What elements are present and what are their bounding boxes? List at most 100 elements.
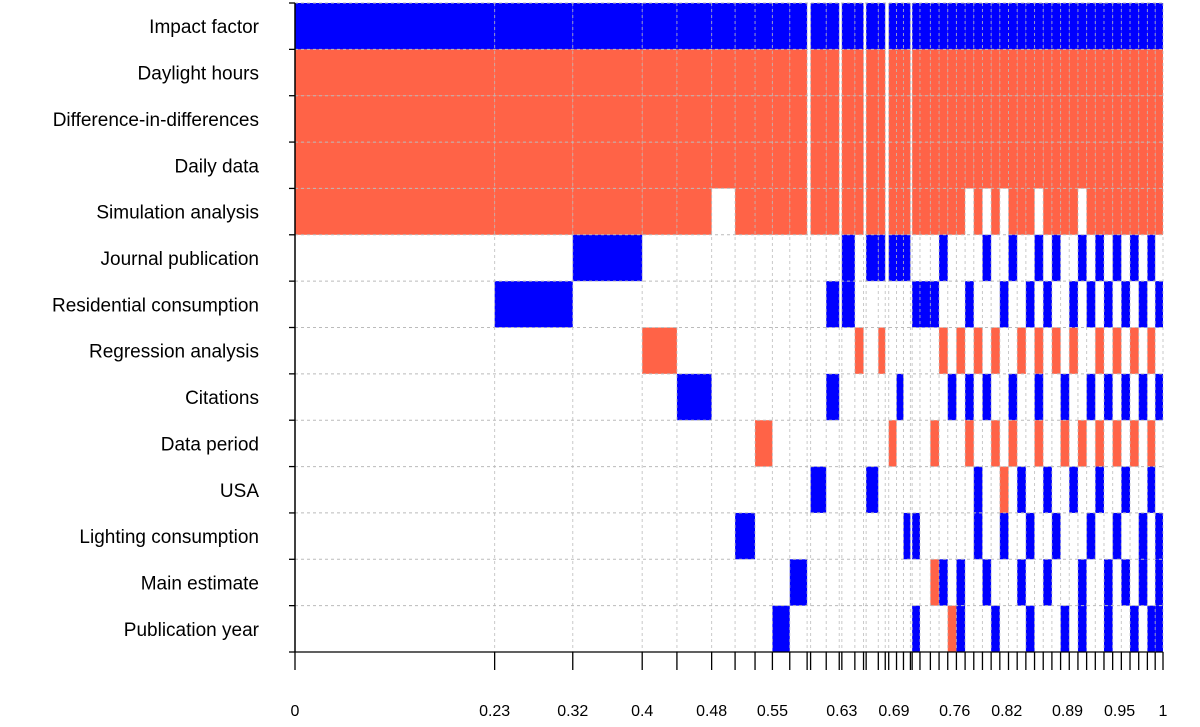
cell-model-46-daily-data	[1147, 142, 1156, 189]
cell-model-12-journal-publication	[841, 234, 855, 282]
cell-model-29-daylight-hours	[999, 49, 1009, 96]
cell-model-32-daylight-hours	[1025, 49, 1035, 96]
cell-model-32-impact-factor	[1025, 3, 1035, 50]
cell-model-43-daily-data	[1121, 142, 1131, 189]
cell-model-5-daylight-hours	[711, 49, 736, 96]
cell-model-23-impact-factor	[947, 3, 957, 50]
cell-model-42-journal-publication	[1112, 234, 1122, 282]
cell-model-33-journal-publication	[1034, 234, 1044, 282]
cell-model-26-simulation-analysis	[973, 188, 983, 235]
cell-model-35-journal-publication	[1051, 234, 1061, 282]
cell-model-46-impact-factor	[1147, 3, 1156, 50]
x-tick-label: 0.95	[1104, 703, 1135, 720]
cell-model-24-difference-in-differences	[956, 95, 966, 143]
cell-model-11-simulation-analysis	[826, 188, 840, 235]
cell-model-37-impact-factor	[1069, 3, 1078, 50]
cell-model-22-main-estimate	[939, 559, 948, 606]
cell-model-20-difference-in-differences	[919, 95, 931, 143]
cell-model-13-difference-in-differences	[854, 95, 864, 143]
cell-model-20-residential-consumption	[919, 281, 931, 328]
cell-model-37-regression-analysis	[1069, 327, 1078, 374]
cell-model-39-daily-data	[1086, 142, 1096, 189]
cell-model-33-impact-factor	[1034, 3, 1044, 50]
cell-model-19-difference-in-differences	[912, 95, 920, 143]
cell-model-15-daylight-hours	[878, 49, 886, 96]
cell-model-27-main-estimate	[982, 559, 992, 606]
cell-model-41-difference-in-differences	[1103, 95, 1113, 143]
cell-model-43-daylight-hours	[1121, 49, 1131, 96]
cell-model-37-usa	[1069, 466, 1078, 513]
cell-model-40-impact-factor	[1095, 3, 1104, 50]
row-labels: Impact factor Daylight hours Difference-in…	[52, 17, 260, 641]
cell-model-7-simulation-analysis	[755, 188, 773, 235]
cell-model-45-citations	[1138, 373, 1148, 421]
cell-model-2-impact-factor	[572, 3, 643, 50]
cell-model-21-impact-factor	[930, 3, 940, 50]
cell-model-15-daily-data	[878, 142, 886, 189]
cell-model-24-impact-factor	[956, 3, 966, 50]
cell-model-7-daylight-hours	[755, 49, 773, 96]
cell-model-17-daylight-hours	[896, 49, 904, 96]
cell-model-0-daily-data	[295, 142, 495, 189]
x-tick-label: 0.55	[757, 703, 788, 720]
cell-model-14-journal-publication	[866, 234, 879, 282]
cell-model-46-regression-analysis	[1147, 327, 1156, 374]
cell-model-1-simulation-analysis	[494, 188, 573, 235]
cell-model-10-daylight-hours	[810, 49, 827, 96]
cell-model-45-main-estimate	[1138, 559, 1148, 606]
cell-model-23-simulation-analysis	[947, 188, 957, 235]
cell-model-13-impact-factor	[854, 3, 864, 50]
cell-model-3-daylight-hours	[642, 49, 677, 96]
cell-model-16-data-period	[888, 420, 897, 467]
cell-model-9-difference-in-differences	[789, 95, 808, 143]
cell-model-29-usa	[999, 466, 1009, 513]
row-label-citations: Citations	[185, 388, 259, 409]
cell-model-29-difference-in-differences	[999, 95, 1009, 143]
cell-model-26-daylight-hours	[973, 49, 983, 96]
cell-model-8-publication-year	[772, 605, 790, 652]
row-label-daylight-hours: Daylight hours	[138, 64, 259, 85]
cell-model-23-difference-in-differences	[947, 95, 957, 143]
cell-model-24-regression-analysis	[956, 327, 966, 374]
cell-model-1-daylight-hours	[494, 49, 573, 96]
cell-model-37-daylight-hours	[1069, 49, 1078, 96]
cell-model-42-regression-analysis	[1112, 327, 1122, 374]
cell-model-36-data-period	[1060, 420, 1070, 467]
cell-model-46-journal-publication	[1147, 234, 1156, 282]
grid-lines	[294, 2, 1164, 653]
cell-model-16-daylight-hours	[888, 49, 897, 96]
cell-model-16-journal-publication	[888, 234, 897, 282]
cell-model-13-daily-data	[854, 142, 864, 189]
cell-model-36-citations	[1060, 373, 1070, 421]
cell-model-31-impact-factor	[1017, 3, 1026, 50]
cell-model-8-daylight-hours	[772, 49, 790, 96]
cell-model-2-daylight-hours	[572, 49, 643, 96]
cell-model-3-impact-factor	[642, 3, 677, 50]
row-label-residential-consumption: Residential consumption	[52, 295, 259, 316]
cell-model-2-difference-in-differences	[572, 95, 643, 143]
cell-model-34-simulation-analysis	[1043, 188, 1052, 235]
cell-model-46-difference-in-differences	[1147, 95, 1156, 143]
cell-model-28-daylight-hours	[991, 49, 1000, 96]
cell-model-4-citations	[676, 373, 712, 421]
cell-model-20-daily-data	[919, 142, 931, 189]
cell-model-2-simulation-analysis	[572, 188, 643, 235]
cell-model-6-difference-in-differences	[735, 95, 756, 143]
cell-model-15-simulation-analysis	[878, 188, 886, 235]
cell-model-42-lighting-consumption	[1112, 512, 1122, 560]
cell-model-39-difference-in-differences	[1086, 95, 1096, 143]
cell-model-22-difference-in-differences	[939, 95, 948, 143]
cell-model-44-impact-factor	[1130, 3, 1139, 50]
row-label-regression-analysis: Regression analysis	[89, 342, 259, 363]
cell-model-40-regression-analysis	[1095, 327, 1104, 374]
row-label-publication-year: Publication year	[124, 620, 260, 641]
cell-model-46-usa	[1147, 466, 1156, 513]
cell-model-34-daylight-hours	[1043, 49, 1052, 96]
cell-model-32-lighting-consumption	[1025, 512, 1035, 560]
cell-model-39-simulation-analysis	[1086, 188, 1096, 235]
cell-model-29-impact-factor	[999, 3, 1009, 50]
cell-model-3-simulation-analysis	[642, 188, 677, 235]
cell-model-26-daily-data	[973, 142, 983, 189]
cell-model-4-daily-data	[676, 142, 712, 189]
